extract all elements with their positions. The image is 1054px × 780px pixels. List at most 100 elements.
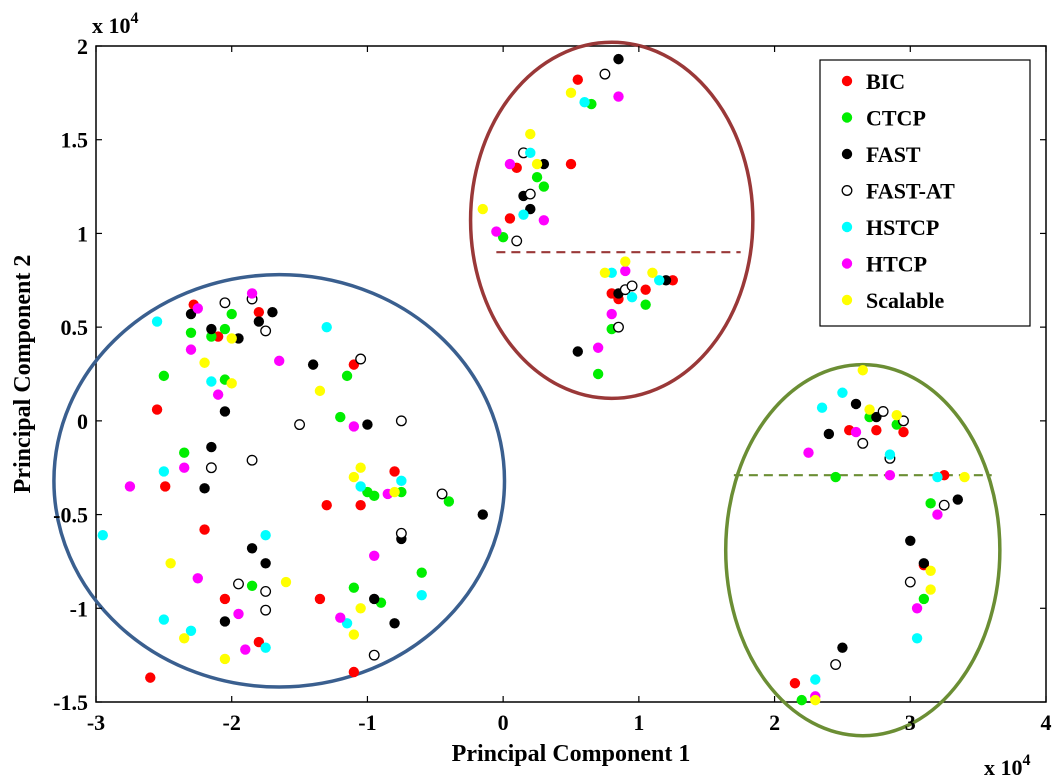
- point-scalable: [599, 267, 611, 278]
- point-scalable: [864, 404, 875, 415]
- point-fast-at: [233, 578, 244, 590]
- legend-marker: [841, 258, 853, 269]
- point-fast-at: [368, 649, 380, 661]
- point-hstcp: [579, 97, 590, 108]
- point-bic: [321, 500, 332, 511]
- point-bic: [219, 593, 231, 605]
- point-fast-at: [260, 585, 272, 597]
- point-ctcp: [925, 498, 936, 509]
- point-ctcp: [179, 447, 190, 458]
- point-fast: [823, 428, 835, 440]
- point-fast: [253, 316, 265, 327]
- point-bic: [145, 672, 156, 683]
- point-fast-at: [524, 188, 536, 200]
- point-fast: [837, 642, 848, 653]
- x-tick-label: 2: [769, 710, 780, 735]
- x-tick-label: -1: [358, 710, 376, 735]
- point-ctcp: [918, 593, 930, 605]
- point-htcp: [803, 447, 814, 458]
- point-bic: [314, 593, 326, 605]
- point-scalable: [857, 365, 868, 376]
- point-fast-at: [260, 604, 272, 616]
- point-bic: [572, 74, 583, 85]
- x-tick-label: 1: [633, 710, 644, 735]
- y-tick-label: -0.5: [53, 503, 88, 528]
- point-htcp: [606, 308, 617, 320]
- point-scalable: [348, 629, 360, 640]
- point-bic: [199, 524, 210, 535]
- point-ctcp: [538, 181, 550, 192]
- legend-label: HTCP: [866, 252, 927, 277]
- point-scalable: [525, 128, 536, 140]
- y-tick-label: 1.5: [61, 128, 89, 153]
- point-hstcp: [355, 481, 366, 492]
- point-htcp: [212, 389, 224, 400]
- point-fast: [369, 593, 380, 605]
- point-scalable: [226, 378, 237, 389]
- point-scalable: [925, 565, 936, 576]
- legend-marker: [841, 221, 853, 233]
- point-htcp: [538, 215, 550, 226]
- cluster-ellipses: [52, 40, 1002, 738]
- point-hstcp: [884, 449, 896, 460]
- point-fast-at: [599, 68, 611, 80]
- point-ctcp: [206, 331, 217, 342]
- x-axis-label: Principal Component 1: [452, 741, 691, 767]
- point-fast: [219, 406, 231, 417]
- point-hstcp: [260, 529, 271, 541]
- point-bic: [151, 404, 163, 415]
- point-fast: [219, 616, 231, 627]
- point-hstcp: [321, 321, 332, 333]
- point-htcp: [369, 550, 380, 562]
- point-htcp: [124, 481, 136, 492]
- point-ctcp: [416, 567, 427, 578]
- point-hstcp: [158, 614, 170, 625]
- point-ctcp: [226, 308, 237, 320]
- point-fast-at: [904, 576, 916, 588]
- y-tick-label: -1.5: [53, 690, 88, 715]
- point-ctcp: [369, 490, 380, 502]
- point-scalable: [199, 357, 210, 368]
- point-bic: [789, 678, 801, 689]
- point-hstcp: [416, 589, 427, 601]
- y-tick-label: 1: [77, 221, 88, 246]
- point-fast-at: [205, 462, 217, 474]
- point-fast: [206, 323, 217, 335]
- point-fast: [199, 483, 210, 494]
- x-tick-label: -3: [87, 710, 105, 735]
- point-scalable: [925, 584, 936, 595]
- legend-marker: [841, 75, 853, 87]
- point-fast: [613, 53, 624, 65]
- point-htcp: [192, 303, 203, 314]
- point-htcp: [592, 342, 604, 353]
- point-ctcp: [335, 411, 346, 423]
- point-fast-at: [294, 419, 306, 431]
- point-fast-at: [436, 488, 448, 500]
- point-hstcp: [158, 466, 170, 477]
- point-fast-at: [830, 659, 842, 670]
- point-scalable: [477, 203, 488, 215]
- point-scalable: [226, 333, 237, 344]
- point-fast-at: [395, 527, 407, 539]
- point-hstcp: [837, 387, 848, 398]
- y-tick-label: 0: [77, 409, 88, 434]
- point-scalable: [355, 462, 366, 473]
- point-ctcp: [158, 370, 170, 382]
- y-tick-label: 2: [77, 34, 88, 59]
- point-scalable: [891, 410, 902, 421]
- point-ctcp: [341, 370, 353, 382]
- point-fast-at: [219, 297, 231, 309]
- point-hstcp: [151, 316, 163, 327]
- point-scalable: [531, 158, 543, 170]
- point-hstcp: [810, 674, 821, 685]
- point-fast-at: [626, 280, 638, 292]
- point-fast: [206, 441, 217, 453]
- point-fast: [307, 359, 319, 370]
- point-ctcp: [219, 323, 231, 335]
- point-fast-at: [898, 415, 909, 427]
- point-scalable: [280, 576, 292, 588]
- point-htcp: [246, 288, 258, 299]
- point-fast-at: [355, 353, 367, 365]
- point-ctcp: [796, 694, 807, 706]
